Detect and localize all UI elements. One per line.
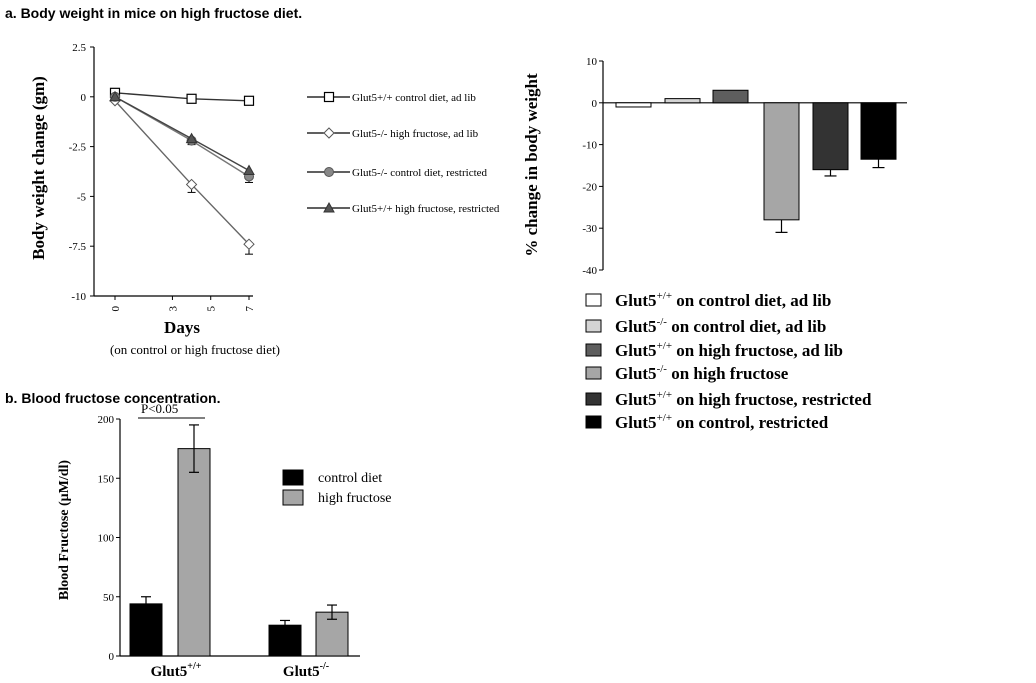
fru-legend-label: control diet (318, 471, 382, 486)
fru-legend-swatch (282, 469, 304, 486)
fru-ylabel: Blood Fructose (μM/dl) (57, 460, 72, 600)
pct-y-tick-label: -30 (582, 223, 597, 235)
line-legend-marker (323, 91, 335, 103)
pct-legend-label-rest: on control diet, ad lib (667, 317, 826, 336)
fru-category-label: Glut5+/+ (151, 661, 202, 680)
pct-y-tick-label: 0 (592, 98, 598, 110)
line-point (186, 93, 197, 104)
pct-bar-3 (763, 102, 800, 221)
pct-legend-label-sup: -/- (657, 316, 668, 328)
pct-bar-0 (615, 102, 652, 108)
line-legend-label: Glut5+/+ high fructose, restricted (352, 203, 500, 215)
fru-y-tick-label: 100 (98, 533, 115, 545)
pct-legend-label-base: Glut5 (615, 413, 657, 432)
pct-legend-label: Glut5-/- on control diet, ad lib (615, 316, 826, 336)
fru-y-tick-label: 150 (98, 473, 115, 485)
pct-legend-swatch (585, 366, 602, 380)
line-xlabel: Days (164, 318, 200, 337)
fru-y-tick-label: 50 (103, 592, 115, 604)
line-x-tick-label: 3 (167, 306, 179, 312)
line-y-tick-label: -2.5 (69, 142, 87, 154)
pct-legend-label-rest: on high fructose (667, 364, 789, 383)
line-x-tick-label: 5 (206, 306, 218, 312)
pct-legend-label-sup: +/+ (657, 389, 672, 401)
pct-ylabel: % change in body weight (522, 73, 541, 257)
pct-legend-label: Glut5+/+ on control, restricted (615, 412, 829, 432)
pct-y-tick-label: -20 (582, 181, 597, 193)
pct-legend-label: Glut5+/+ on high fructose, restricted (615, 389, 872, 409)
panel-a-title: a. Body weight in mice on high fructose … (5, 5, 303, 21)
fru-category-base: Glut5 (283, 664, 320, 680)
pct-legend-label-base: Glut5 (615, 364, 657, 383)
line-point (185, 132, 198, 144)
line-x-tick-label: 7 (244, 306, 256, 312)
line-legend-label: Glut5-/- control diet, restricted (352, 167, 488, 179)
pct-legend-label-sup: +/+ (657, 290, 672, 302)
line-legend-marker (323, 127, 335, 139)
pct-legend-swatch (585, 415, 602, 429)
pct-y-tick-label: -40 (582, 265, 597, 277)
line-ylabel: Body weight change (gm) (29, 76, 48, 260)
fru-bar-0-0 (129, 603, 163, 657)
fru-y-tick-label: 0 (109, 651, 115, 663)
line-point (243, 238, 255, 250)
fru-category-label: Glut5-/- (283, 661, 329, 680)
pct-bar-4 (812, 102, 849, 171)
pct-legend-label-sup: +/+ (657, 340, 672, 352)
fru-bar-0-1 (268, 624, 302, 657)
line-point (243, 95, 255, 106)
pct-bar-5 (860, 102, 897, 160)
pct-legend-label: Glut5+/+ on control diet, ad lib (615, 290, 831, 310)
line-xlabel-sub: (on control or high fructose diet) (110, 342, 280, 357)
panel-b-title: b. Blood fructose concentration. (5, 390, 221, 406)
fru-category-sup: +/+ (187, 661, 201, 672)
pct-legend-label-base: Glut5 (615, 291, 657, 310)
fru-category-base: Glut5 (151, 664, 188, 680)
line-legend-label: Glut5-/- high fructose, ad lib (352, 128, 479, 140)
pct-legend-label-sup: -/- (657, 363, 668, 375)
pct-y-tick-label: -10 (582, 140, 597, 152)
pct-legend-label-base: Glut5 (615, 341, 657, 360)
fru-legend-label: high fructose (318, 491, 391, 506)
line-point (243, 164, 255, 176)
pct-bar-2 (712, 89, 749, 104)
line-legend-marker (323, 201, 335, 213)
pct-legend-swatch (585, 319, 602, 333)
pct-bar-1 (664, 98, 701, 104)
line-legend-marker (324, 167, 334, 177)
pct-legend-label-rest: on control diet, ad lib (672, 291, 831, 310)
pct-legend-label: Glut5-/- on high fructose (615, 363, 789, 383)
pct-legend-label-rest: on high fructose, restricted (672, 390, 872, 409)
pct-legend-label-sup: +/+ (657, 412, 672, 424)
fru-legend-swatch (282, 489, 304, 506)
fru-y-tick-label: 200 (98, 414, 115, 426)
line-point (185, 178, 198, 191)
fru-category-sup: -/- (320, 661, 329, 672)
line-x-tick-label: 0 (110, 306, 122, 312)
pct-y-tick-label: 10 (586, 56, 598, 68)
pct-legend-label-rest: on control, restricted (672, 413, 829, 432)
pct-legend-label: Glut5+/+ on high fructose, ad lib (615, 340, 843, 360)
line-y-tick-label: -5 (77, 191, 87, 203)
fru-bar-1-0 (177, 448, 211, 657)
line-y-tick-label: -7.5 (69, 241, 87, 253)
pct-legend-swatch (585, 392, 602, 406)
line-point (109, 90, 121, 102)
pct-legend-swatch (585, 343, 602, 357)
pct-legend-label-base: Glut5 (615, 390, 657, 409)
line-y-tick-label: -10 (71, 291, 86, 303)
line-y-tick-label: 0 (81, 92, 87, 104)
pct-legend-label-rest: on high fructose, ad lib (672, 341, 843, 360)
pct-legend-label-base: Glut5 (615, 317, 657, 336)
line-legend-label: Glut5+/+ control diet, ad lib (352, 92, 476, 104)
pct-legend-swatch (585, 293, 602, 307)
line-y-tick-label: 2.5 (72, 42, 86, 54)
fru-significance-label: P<0.05 (141, 401, 178, 416)
